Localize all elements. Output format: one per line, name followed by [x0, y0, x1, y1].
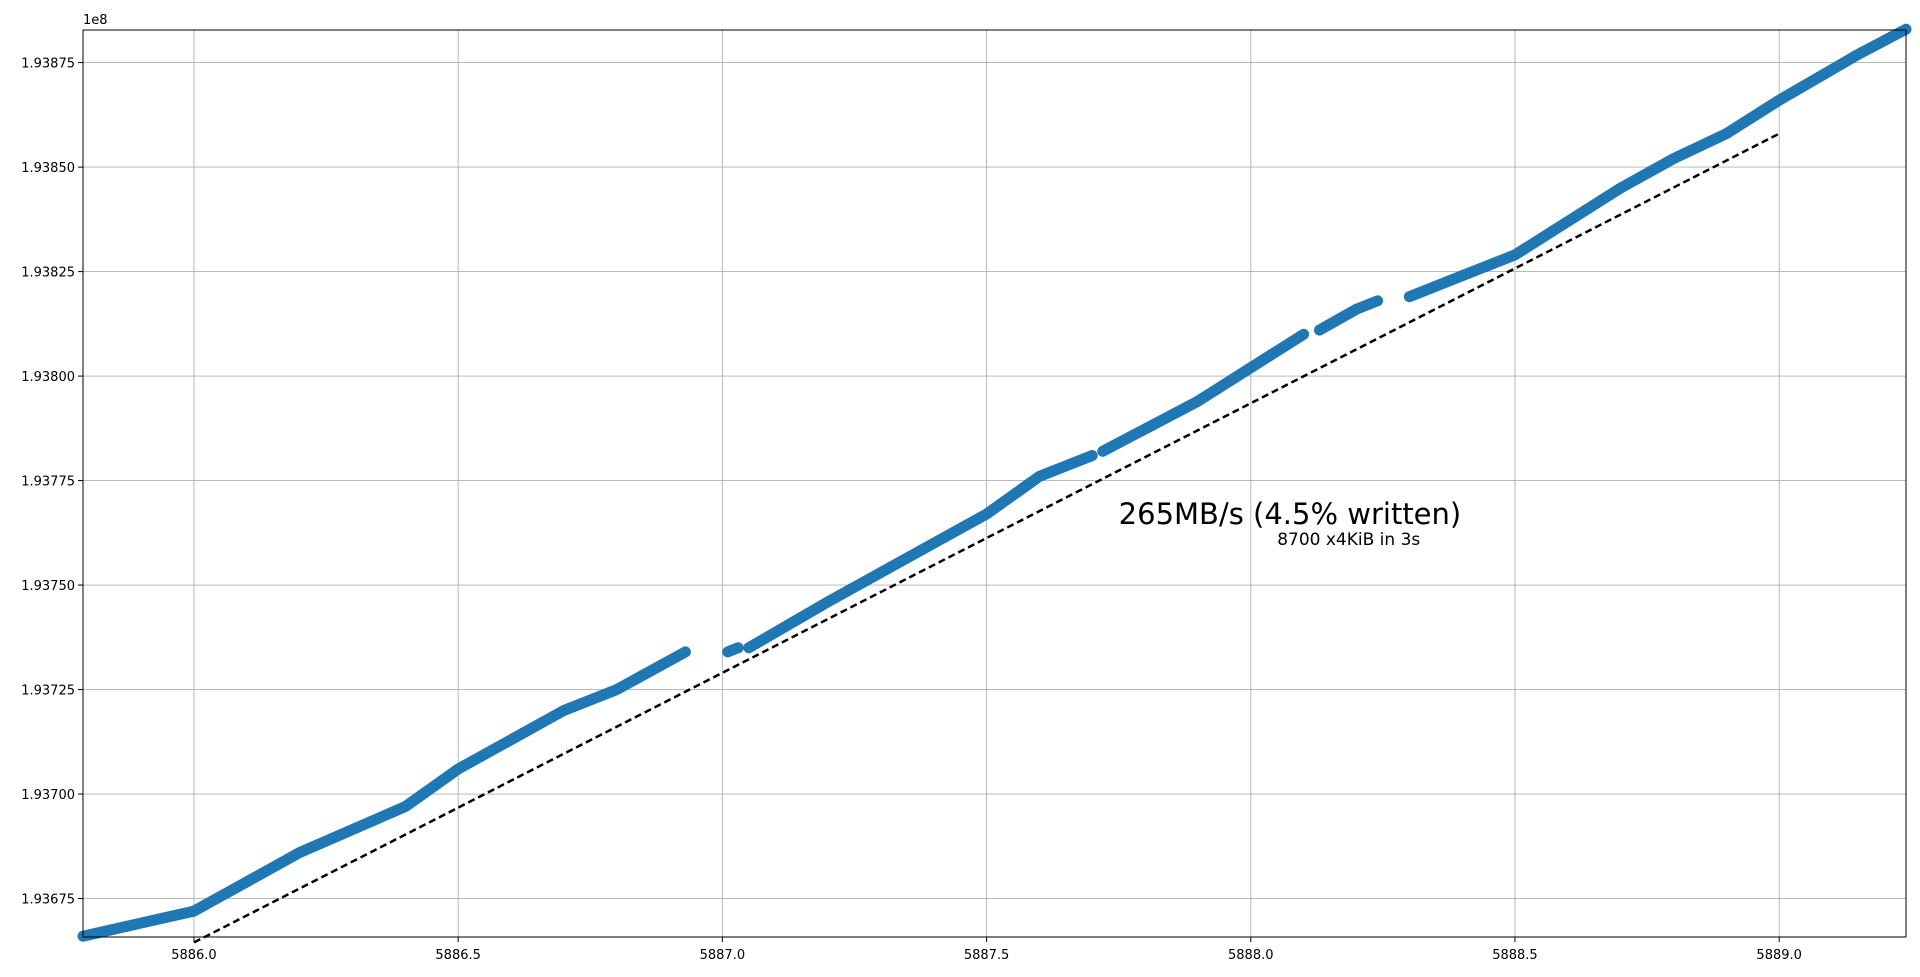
data-series-segment [77, 646, 691, 942]
data-series-segment [1097, 328, 1310, 457]
y-tick-label: 1.93800 [21, 370, 75, 385]
ticks: 5886.0 5886.5 5887.0 5887.5 5888.0 5888.5 5889… [21, 57, 1802, 963]
y-tick-label: 1.93850 [21, 161, 75, 176]
data-series-segment [722, 642, 744, 658]
grid [83, 30, 1906, 937]
x-tick-label: 5886.5 [435, 948, 481, 963]
series-group [77, 23, 1912, 942]
y-tick-label: 1.93675 [21, 893, 75, 908]
y-offset-label: 1e8 [83, 13, 108, 28]
data-series-segment [1314, 295, 1384, 336]
y-tick-label: 1.93775 [21, 475, 75, 490]
y-tick-label: 1.93875 [21, 57, 75, 72]
y-tick-label: 1.93700 [21, 788, 75, 803]
data-series-segment [743, 450, 1098, 654]
y-tick-label: 1.93825 [21, 266, 75, 281]
annotation-rate: 265MB/s (4.5% written) [1119, 497, 1462, 531]
x-tick-label: 5886.0 [171, 948, 217, 963]
x-tick-label: 5887.0 [700, 948, 746, 963]
y-tick-label: 1.93750 [21, 579, 75, 594]
x-tick-label: 5887.5 [964, 948, 1010, 963]
x-tick-label: 5889.0 [1756, 948, 1802, 963]
y-tick-label: 1.93725 [21, 684, 75, 699]
data-series-segment [1403, 23, 1912, 303]
x-tick-label: 5888.5 [1492, 948, 1538, 963]
axes-frame [82, 29, 1907, 938]
annotation-detail: 8700 x4KiB in 3s [1277, 530, 1420, 550]
x-tick-label: 5888.0 [1228, 948, 1274, 963]
